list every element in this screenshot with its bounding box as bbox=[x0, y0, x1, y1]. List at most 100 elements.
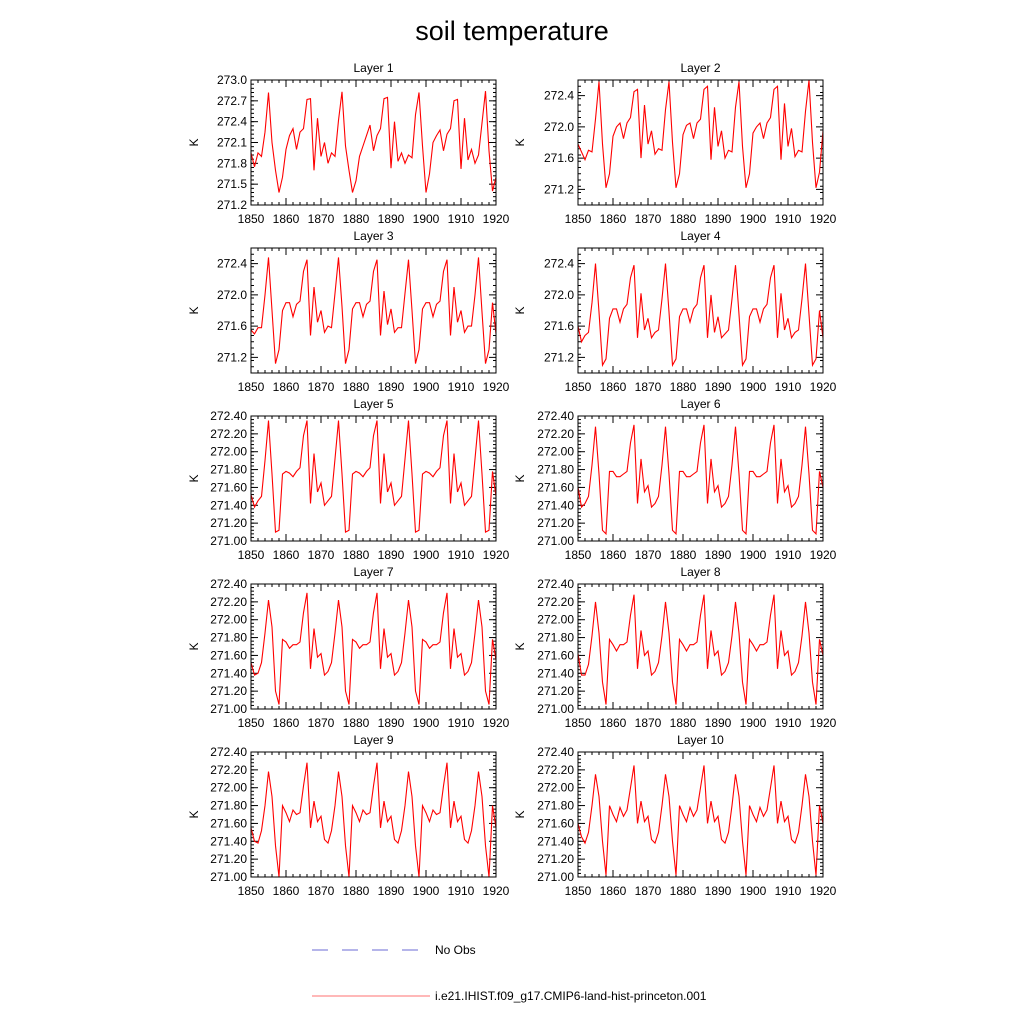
layer-8-x-tick-label: 1860 bbox=[600, 716, 627, 730]
layer-5-y-tick-label: 271.80 bbox=[210, 463, 247, 477]
layer-7-x-tick-label: 1870 bbox=[308, 716, 335, 730]
layer-6-panel: Layer 6 1850 1860 1870 1880 1890 1900 1910 1920 2… bbox=[513, 397, 837, 562]
layer-9-y-tick-label: 271.60 bbox=[210, 816, 247, 830]
layer-7-series-line bbox=[250, 592, 497, 705]
layer-1-x-tick-label: 1870 bbox=[308, 212, 335, 226]
layer-8-y-tick-label: 271.60 bbox=[537, 648, 574, 662]
layer-5-y-axis-label: K bbox=[187, 474, 201, 482]
layer-5-x-tick-label: 1880 bbox=[343, 548, 370, 562]
panels-grid: Layer 1 1850 1860 1870 1880 1890 1900 1910 1920 2… bbox=[187, 61, 837, 898]
layer-6-x-tick-label: 1920 bbox=[810, 548, 837, 562]
layer-4-x-tick-label: 1890 bbox=[705, 380, 732, 394]
layer-5-y-tick-label: 271.60 bbox=[210, 480, 247, 494]
layer-9-y-tick-label: 271.80 bbox=[210, 799, 247, 813]
layer-5-x-tick-label: 1890 bbox=[378, 548, 405, 562]
layer-2-x-tick-label: 1910 bbox=[775, 212, 802, 226]
layer-6-y-tick-label: 272.00 bbox=[537, 445, 574, 459]
layer-6-x-tick-label: 1860 bbox=[600, 548, 627, 562]
layer-6-y-tick-label: 272.40 bbox=[537, 409, 574, 423]
layer-1-plot-frame bbox=[250, 79, 497, 206]
layer-8-y-tick-label: 272.40 bbox=[537, 577, 574, 591]
layer-4-y-tick-label: 272.4 bbox=[544, 257, 574, 271]
layer-1-y-tick-label: 271.8 bbox=[217, 156, 247, 170]
layer-9-y-tick-label: 271.40 bbox=[210, 834, 247, 848]
layer-7-x-tick-label: 1850 bbox=[238, 716, 265, 730]
layer-10-x-tick-label: 1870 bbox=[635, 884, 662, 898]
layer-10-x-tick-label: 1860 bbox=[600, 884, 627, 898]
layer-9-panel: Layer 9 1850 1860 1870 1880 1890 1900 1910 1920 2… bbox=[187, 733, 510, 898]
layer-8-y-tick-label: 271.20 bbox=[537, 684, 574, 698]
layer-4-y-tick-label: 272.0 bbox=[544, 288, 574, 302]
layer-1-x-tick-label: 1900 bbox=[413, 212, 440, 226]
layer-5-x-tick-label: 1910 bbox=[448, 548, 475, 562]
legend-item-no-obs: No Obs bbox=[312, 943, 476, 957]
layer-9-y-axis-label: K bbox=[187, 810, 201, 818]
layer-3-y-tick-label: 271.6 bbox=[217, 319, 247, 333]
layer-9-title: Layer 9 bbox=[353, 733, 393, 747]
layer-9-x-tick-label: 1900 bbox=[413, 884, 440, 898]
layer-2-series-line bbox=[577, 79, 824, 188]
layer-10-y-tick-label: 271.00 bbox=[537, 870, 574, 884]
layer-10-y-tick-label: 272.20 bbox=[537, 763, 574, 777]
layer-2-x-tick-label: 1870 bbox=[635, 212, 662, 226]
layer-2-y-tick-label: 271.6 bbox=[544, 151, 574, 165]
layer-7-y-tick-label: 271.40 bbox=[210, 666, 247, 680]
layer-10-series-line bbox=[577, 765, 824, 876]
layer-10-x-tick-label: 1900 bbox=[740, 884, 767, 898]
layer-4-x-tick-label: 1910 bbox=[775, 380, 802, 394]
layer-9-x-tick-label: 1870 bbox=[308, 884, 335, 898]
layer-9-y-tick-label: 271.20 bbox=[210, 852, 247, 866]
legend: No Obs i.e21.IHIST.f09_g17.CMIP6-land-hi… bbox=[312, 943, 707, 1003]
layer-2-x-tick-label: 1920 bbox=[810, 212, 837, 226]
layer-9-x-tick-label: 1850 bbox=[238, 884, 265, 898]
layer-1-y-tick-label: 272.1 bbox=[217, 136, 247, 150]
layer-9-y-tick-label: 272.00 bbox=[210, 781, 247, 795]
layer-4-plot-frame bbox=[577, 247, 824, 374]
layer-5-y-tick-label: 271.20 bbox=[210, 516, 247, 530]
layer-8-series-line bbox=[577, 594, 824, 705]
layer-6-y-tick-label: 271.60 bbox=[537, 480, 574, 494]
layer-2-x-tick-label: 1890 bbox=[705, 212, 732, 226]
layer-2-x-tick-label: 1860 bbox=[600, 212, 627, 226]
layer-1-y-tick-label: 273.0 bbox=[217, 73, 247, 87]
layer-3-y-tick-label: 272.0 bbox=[217, 288, 247, 302]
legend-item-model-run: i.e21.IHIST.f09_g17.CMIP6-land-hist-prin… bbox=[312, 989, 707, 1003]
layer-6-x-tick-label: 1880 bbox=[670, 548, 697, 562]
layer-9-series-line bbox=[250, 762, 497, 878]
layer-7-y-tick-label: 271.80 bbox=[210, 631, 247, 645]
layer-4-series-line bbox=[577, 263, 824, 368]
layer-6-y-tick-label: 271.00 bbox=[537, 534, 574, 548]
layer-2-panel: Layer 2 1850 1860 1870 1880 1890 1900 1910 1920 2… bbox=[513, 61, 837, 226]
layer-8-x-tick-label: 1880 bbox=[670, 716, 697, 730]
layer-3-x-tick-label: 1920 bbox=[483, 380, 510, 394]
layer-6-y-axis-label: K bbox=[513, 474, 527, 482]
layer-6-y-tick-label: 271.40 bbox=[537, 498, 574, 512]
layer-6-y-tick-label: 271.20 bbox=[537, 516, 574, 530]
layer-8-panel: Layer 8 1850 1860 1870 1880 1890 1900 1910 1920 2… bbox=[513, 565, 837, 730]
layer-6-x-tick-label: 1910 bbox=[775, 548, 802, 562]
layer-9-x-tick-label: 1920 bbox=[483, 884, 510, 898]
layer-4-y-tick-label: 271.2 bbox=[544, 350, 574, 364]
layer-9-plot-frame bbox=[250, 751, 497, 878]
layer-7-y-tick-label: 271.00 bbox=[210, 702, 247, 716]
layer-8-y-tick-label: 271.40 bbox=[537, 666, 574, 680]
layer-3-y-axis-label: K bbox=[187, 306, 201, 314]
layer-5-x-tick-label: 1850 bbox=[238, 548, 265, 562]
layer-6-x-tick-label: 1900 bbox=[740, 548, 767, 562]
layer-8-x-tick-label: 1870 bbox=[635, 716, 662, 730]
layer-1-panel: Layer 1 1850 1860 1870 1880 1890 1900 1910 1920 2… bbox=[187, 61, 510, 226]
layer-4-panel: Layer 4 1850 1860 1870 1880 1890 1900 1910 1920 2… bbox=[513, 229, 837, 394]
layer-1-y-axis-label: K bbox=[187, 138, 201, 146]
layer-1-x-tick-label: 1850 bbox=[238, 212, 265, 226]
layer-2-x-tick-label: 1900 bbox=[740, 212, 767, 226]
layer-3-x-tick-label: 1850 bbox=[238, 380, 265, 394]
layer-7-x-tick-label: 1890 bbox=[378, 716, 405, 730]
layer-10-x-tick-label: 1850 bbox=[565, 884, 592, 898]
layer-2-title: Layer 2 bbox=[680, 61, 720, 75]
layer-6-plot-frame bbox=[577, 415, 824, 542]
layer-5-x-tick-label: 1860 bbox=[273, 548, 300, 562]
layer-1-y-tick-label: 272.7 bbox=[217, 94, 247, 108]
layer-8-x-tick-label: 1920 bbox=[810, 716, 837, 730]
layer-7-y-tick-label: 272.40 bbox=[210, 577, 247, 591]
layer-1-y-tick-label: 271.2 bbox=[217, 198, 247, 212]
